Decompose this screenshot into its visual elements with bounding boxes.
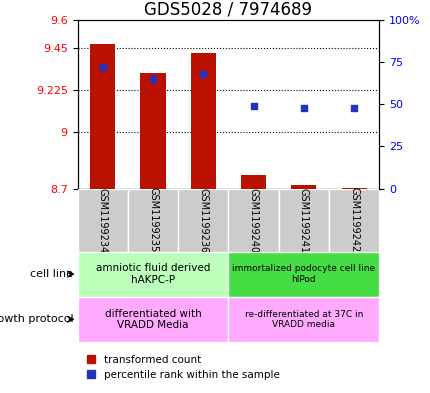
Bar xyxy=(178,189,228,252)
Text: GSM1199242: GSM1199242 xyxy=(348,187,358,253)
Bar xyxy=(77,252,228,297)
Text: differentiated with
VRADD Media: differentiated with VRADD Media xyxy=(104,309,201,330)
Bar xyxy=(341,188,366,189)
Point xyxy=(249,103,256,109)
Text: GSM1199236: GSM1199236 xyxy=(198,187,208,253)
Bar xyxy=(77,189,128,252)
Title: GDS5028 / 7974689: GDS5028 / 7974689 xyxy=(144,0,312,18)
Text: GSM1199241: GSM1199241 xyxy=(298,187,308,253)
Bar xyxy=(278,189,328,252)
Bar xyxy=(90,44,115,189)
Bar xyxy=(228,189,278,252)
Text: GSM1199240: GSM1199240 xyxy=(248,187,258,253)
Bar xyxy=(140,73,165,189)
Text: amniotic fluid derived
hAKPC-P: amniotic fluid derived hAKPC-P xyxy=(95,263,210,285)
Bar xyxy=(328,189,378,252)
Bar xyxy=(77,297,228,342)
Text: GSM1199235: GSM1199235 xyxy=(147,187,158,253)
Text: GSM1199234: GSM1199234 xyxy=(98,187,108,253)
Bar xyxy=(240,174,266,189)
Point xyxy=(99,64,106,70)
Bar xyxy=(228,252,378,297)
Text: immortalized podocyte cell line
hIPod: immortalized podocyte cell line hIPod xyxy=(232,264,375,284)
Point xyxy=(300,105,307,111)
Point xyxy=(200,71,206,77)
Text: re-differentiated at 37C in
VRADD media: re-differentiated at 37C in VRADD media xyxy=(244,310,362,329)
Bar xyxy=(128,189,178,252)
Text: growth protocol: growth protocol xyxy=(0,314,73,324)
Point xyxy=(350,105,357,111)
Bar xyxy=(228,297,378,342)
Text: cell line: cell line xyxy=(30,269,73,279)
Bar xyxy=(190,53,215,189)
Bar xyxy=(291,185,316,189)
Legend: transformed count, percentile rank within the sample: transformed count, percentile rank withi… xyxy=(83,351,283,384)
Point xyxy=(149,75,156,82)
